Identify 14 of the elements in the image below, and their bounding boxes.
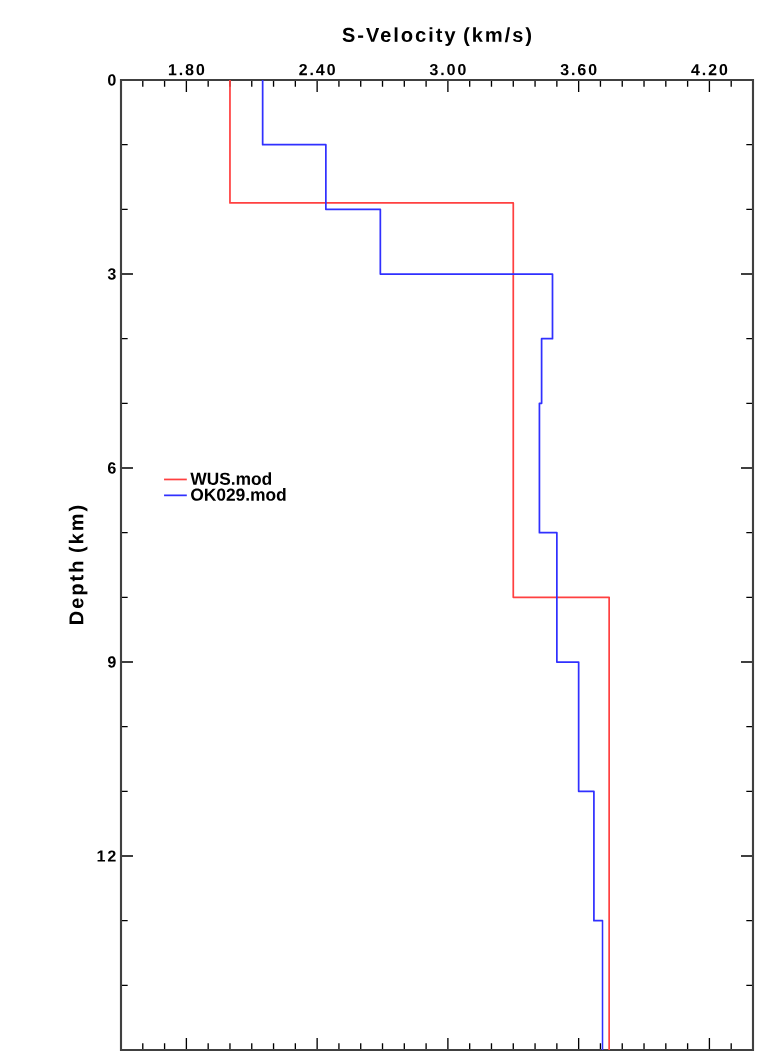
legend-label: WUS.mod [190, 472, 272, 485]
y-tick-label: 12 [97, 850, 116, 862]
legend-label: OK029.mod [191, 488, 286, 501]
y-tick-label: 3 [107, 268, 116, 280]
x-axis-title: S-Velocity (km/s) [342, 27, 532, 46]
y-tick-label: 9 [107, 656, 116, 668]
x-tick-label: 2.40 [299, 63, 335, 76]
y-axis-title: Depth (km) [68, 505, 88, 624]
x-tick-label: 3.60 [560, 63, 597, 76]
x-tick-label: 3.00 [429, 63, 466, 76]
x-tick-label: 1.80 [168, 63, 205, 76]
y-tick-label: 6 [107, 462, 116, 474]
x-tick-label: 4.20 [691, 63, 728, 76]
y-tick-label: 0 [108, 74, 116, 86]
